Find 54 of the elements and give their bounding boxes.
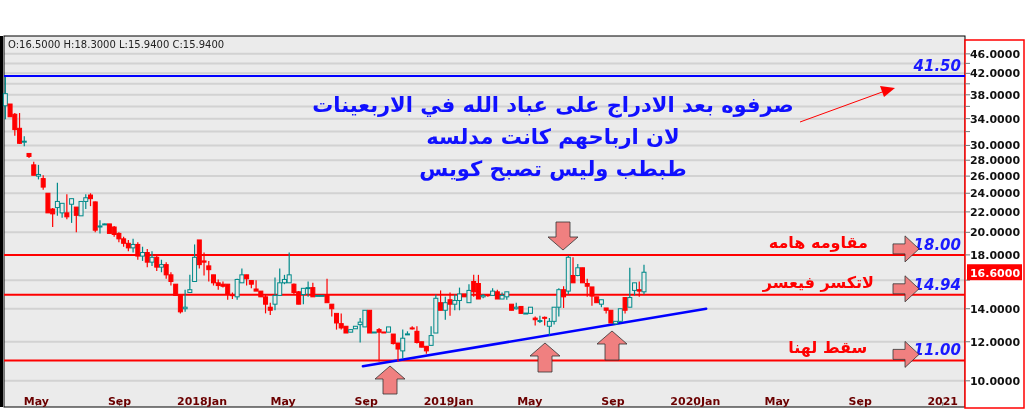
candlestick: [627, 267, 633, 308]
x-tick-label: 2018Jan: [177, 395, 227, 408]
candlestick: [641, 264, 647, 296]
x-tick-label: May: [23, 395, 50, 408]
candlestick: [400, 329, 406, 360]
candlestick: [130, 238, 136, 254]
y-tick-label: 26.0000: [969, 170, 1021, 184]
candlestick: [69, 198, 75, 224]
annotation: طبطب وليس تصبح كويس: [419, 157, 687, 181]
candlestick: [64, 193, 70, 220]
x-tick-label: 2019Jan: [423, 395, 474, 408]
x-tick-label: Sep: [601, 395, 625, 408]
candlestick: [149, 250, 155, 267]
x-tick-label: 2020Jan: [670, 395, 721, 408]
x-tick-label: Sep: [848, 395, 872, 408]
annotation: صرفوه بعد الادراج على عباد الله في الاربعينات: [312, 93, 794, 118]
x-tick-label: May: [270, 395, 296, 408]
annotation: O:16.5000 H:18.3000 L:15.9400 C:15.9400: [8, 39, 225, 50]
annotation: لان ارباحهم كانت مدلسه: [426, 125, 680, 149]
y-tick-label: 34.0000: [969, 112, 1021, 126]
ref-line-label: 11.00: [913, 341, 961, 360]
y-tick-label: 30.0000: [969, 139, 1021, 153]
y-tick-label: 14.0000: [969, 302, 1021, 316]
candlestick: [305, 280, 311, 298]
x-tick-label: Sep: [354, 395, 378, 408]
y-tick-label: 12.0000: [969, 335, 1021, 349]
annotation: سقط لهنا: [788, 338, 868, 358]
y-tick-label: 46.0000: [969, 47, 1021, 61]
ref-line-label: 41.50: [912, 56, 961, 75]
y-tick-label: 42.0000: [969, 67, 1021, 81]
x-tick-label: 2021: [927, 395, 959, 408]
candlestick: [182, 289, 188, 313]
candlestick: [97, 219, 103, 234]
annotation: لاتكسر فيعسر: [761, 272, 875, 292]
ref-line-label: 14.94: [913, 275, 961, 294]
candlestick: [286, 251, 292, 284]
candlestick: [442, 296, 448, 321]
y-tick-label: 28.0000: [969, 154, 1021, 168]
candlestick: [537, 315, 543, 324]
x-tick-label: May: [764, 395, 790, 408]
text: 16.6000: [969, 266, 1021, 280]
y-tick-label: 38.0000: [969, 88, 1021, 102]
annotation: مقاومه هامه: [768, 232, 868, 252]
y-tick-label: 24.0000: [969, 187, 1021, 201]
candlestick: [272, 276, 278, 311]
x-tick-label: Sep: [107, 395, 132, 408]
x-tick-label: May: [517, 395, 543, 408]
y-tick-label: 20.0000: [969, 226, 1021, 240]
ref-line-label: 18.00: [913, 235, 961, 254]
candlestick: [466, 283, 472, 304]
y-tick-label: 18.0000: [969, 248, 1021, 262]
y-tick-label: 10.0000: [969, 374, 1021, 388]
y-tick-label: 22.0000: [969, 205, 1021, 219]
candlestick: [45, 192, 51, 214]
